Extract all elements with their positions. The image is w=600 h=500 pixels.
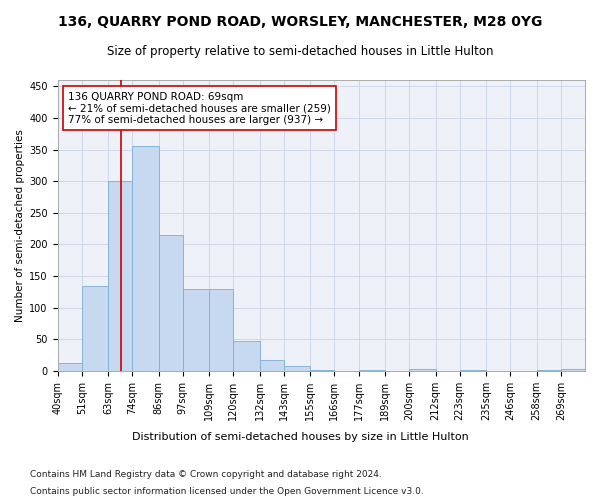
Bar — [58, 362, 82, 371]
Bar — [284, 366, 310, 371]
Text: Size of property relative to semi-detached houses in Little Hulton: Size of property relative to semi-detach… — [107, 45, 493, 58]
Y-axis label: Number of semi-detached properties: Number of semi-detached properties — [15, 129, 25, 322]
Text: Distribution of semi-detached houses by size in Little Hulton: Distribution of semi-detached houses by … — [131, 432, 469, 442]
Bar — [233, 341, 260, 371]
Bar — [561, 369, 585, 371]
Text: Contains public sector information licensed under the Open Government Licence v3: Contains public sector information licen… — [30, 488, 424, 496]
Text: Contains HM Land Registry data © Crown copyright and database right 2024.: Contains HM Land Registry data © Crown c… — [30, 470, 382, 479]
Bar — [183, 288, 209, 371]
Bar — [409, 369, 436, 371]
Bar — [158, 235, 183, 371]
Bar — [359, 370, 385, 371]
Bar — [536, 370, 561, 371]
Bar — [82, 286, 108, 371]
Bar — [460, 370, 486, 371]
Bar — [260, 360, 284, 371]
Bar — [209, 288, 233, 371]
Text: 136, QUARRY POND ROAD, WORSLEY, MANCHESTER, M28 0YG: 136, QUARRY POND ROAD, WORSLEY, MANCHEST… — [58, 15, 542, 29]
Bar — [108, 181, 132, 371]
Text: 136 QUARRY POND ROAD: 69sqm
← 21% of semi-detached houses are smaller (259)
77% : 136 QUARRY POND ROAD: 69sqm ← 21% of sem… — [68, 92, 331, 125]
Bar — [132, 146, 158, 371]
Bar — [310, 370, 334, 371]
